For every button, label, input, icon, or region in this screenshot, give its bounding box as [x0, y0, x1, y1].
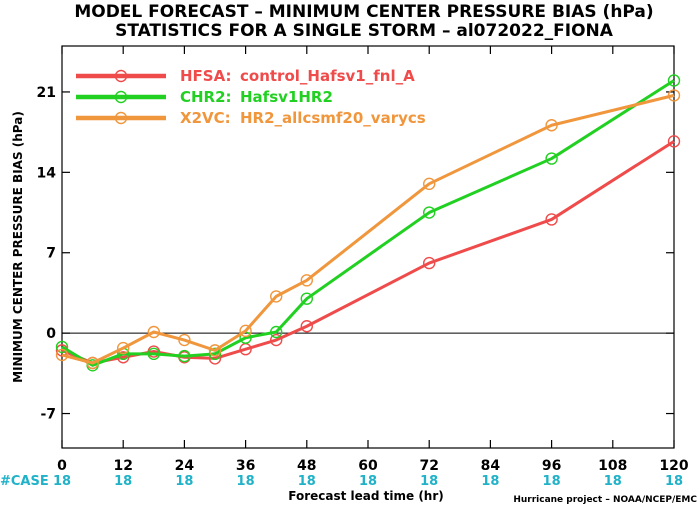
- x-tick-label: 120: [659, 458, 688, 474]
- series-point: [270, 333, 283, 347]
- legend-marker: [114, 111, 128, 125]
- series-layer: [55, 74, 681, 372]
- case-count: 18: [237, 474, 255, 489]
- series-point: [300, 292, 313, 305]
- plot-frame: [61, 45, 675, 449]
- legend-series-desc: HR2_allcsmf20_varycs: [240, 109, 426, 127]
- x-tick-label: 72: [419, 458, 438, 474]
- series-point: [545, 213, 558, 226]
- case-count: 18: [481, 474, 499, 489]
- series-line: [61, 93, 675, 365]
- x-tick-label: 96: [542, 458, 561, 474]
- series-point: [270, 290, 283, 303]
- series-point: [667, 74, 681, 87]
- x-tick-label: 108: [598, 458, 627, 474]
- case-count: 18: [604, 474, 622, 489]
- legend-marker: [114, 90, 128, 104]
- credit-text: Hurricane project – NOAA/NCEP/EMC: [513, 495, 697, 505]
- y-tick-label: 14: [37, 165, 57, 181]
- x-tick-label: 12: [113, 458, 132, 474]
- series-point: [667, 135, 681, 148]
- x-axis-label: Forecast lead time (hr): [288, 489, 444, 503]
- series-point: [147, 325, 161, 339]
- case-count: 18: [298, 474, 316, 489]
- x-tick-label: 84: [481, 458, 501, 474]
- y-axis-label: MINIMUM CENTER PRESSURE BIAS (hPa): [11, 111, 25, 383]
- x-axis-ticks: 0 12 24 36 48 60 72 84 96 108 120: [57, 46, 689, 474]
- series-point: [300, 320, 313, 333]
- x-tick-label: 0: [57, 458, 67, 474]
- series-point: [55, 348, 69, 362]
- series-point: [423, 256, 436, 270]
- series-point: [208, 347, 222, 361]
- series-point: [208, 344, 222, 357]
- case-count: 18: [543, 474, 561, 489]
- case-count: 18: [114, 474, 132, 489]
- series-point: [667, 89, 681, 102]
- y-tick-label: 0: [46, 326, 56, 342]
- chart-subtitle: STATISTICS FOR A SINGLE STORM – al072022…: [115, 21, 614, 41]
- series-point: [300, 274, 313, 287]
- legend: HFSA: control_Hafsv1_fnl_A CHR2: Hafsv1HR2 X…: [76, 67, 426, 127]
- legend-series-name: CHR2:: [180, 88, 232, 106]
- chart-title: MODEL FORECAST – MINIMUM CENTER PRESSURE…: [74, 2, 653, 22]
- legend-series-desc: Hafsv1HR2: [240, 88, 333, 106]
- series-point: [239, 324, 252, 338]
- y-tick-label: 7: [46, 246, 56, 262]
- legend-series-name: X2VC:: [180, 109, 231, 127]
- legend-series-name: HFSA:: [180, 67, 232, 85]
- case-count: 18: [420, 474, 438, 489]
- series-point: [178, 349, 191, 363]
- series-point: [423, 206, 436, 219]
- y-axis-ticks: -7 0 7 14 21: [37, 85, 674, 423]
- series-point: [55, 340, 69, 354]
- case-count: 18: [53, 474, 71, 489]
- x-tick-label: 24: [175, 458, 195, 474]
- case-count: 18: [175, 474, 193, 489]
- case-count: 18: [665, 474, 683, 489]
- y-tick-label: 21: [37, 85, 56, 101]
- series-point: [545, 152, 558, 165]
- case-count: 18: [359, 474, 377, 489]
- x-tick-label: 48: [297, 458, 316, 474]
- case-counts: 18 18 18 18 18 18 18 18 18 18 18: [53, 474, 683, 489]
- series-point: [423, 177, 436, 191]
- series-point: [270, 325, 283, 339]
- x-tick-label: 36: [236, 458, 255, 474]
- case-label: #CASE: [0, 474, 49, 489]
- series-point: [147, 347, 161, 361]
- series-point: [178, 333, 191, 347]
- y-tick-label: -7: [40, 407, 56, 423]
- series-point: [116, 341, 130, 355]
- legend-marker: [114, 69, 128, 83]
- series-point: [545, 119, 558, 132]
- legend-series-desc: control_Hafsv1_fnl_A: [240, 67, 415, 85]
- series-line: [61, 140, 675, 365]
- x-tick-label: 60: [358, 458, 378, 474]
- series-point: [86, 356, 99, 370]
